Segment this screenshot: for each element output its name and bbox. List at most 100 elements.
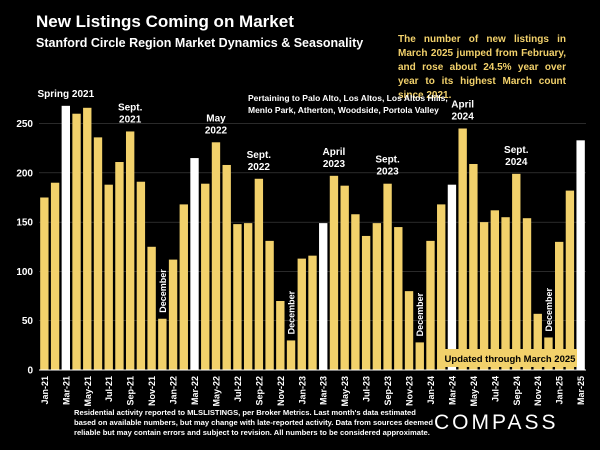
bar [404,291,414,370]
x-tick-label: Jul-22 [233,376,243,402]
y-tick-label: 100 [16,267,33,278]
x-tick-label: Jan-22 [169,376,179,405]
bar [233,224,242,370]
bar [125,131,135,370]
x-tick-label: Mar-22 [190,376,200,405]
x-tick-label: May-22 [211,376,221,407]
bar [340,185,349,370]
bar [565,190,575,370]
peak-label: 2021 [119,114,142,125]
x-tick-label: Jul-24 [490,376,500,402]
y-tick-label: 0 [27,366,33,377]
bar [147,246,156,370]
bar [297,258,306,370]
bar [265,240,274,370]
region-note: Pertaining to Palo Alto, Los Altos, Los … [248,93,448,115]
bar [372,223,382,370]
bar [61,105,70,370]
peak-label: Spring 2021 [37,89,94,100]
bar [243,223,253,370]
bar [351,214,360,370]
bar [83,107,92,371]
bar [211,142,221,370]
x-tick-label: Jul-21 [104,376,114,402]
y-axis: 0 50 100 150 200 250 [16,119,33,376]
peak-label: April [323,147,346,158]
bar [394,227,403,370]
compass-logo: COMPASS [434,411,559,434]
x-tick-label: Mar-25 [576,376,586,405]
x-tick-label: Nov-22 [276,376,286,406]
x-tick-label: May-23 [340,376,350,407]
region-note-line: Pertaining to Palo Alto, Los Altos, Los … [248,93,448,103]
bar [415,342,424,370]
bar [286,340,296,370]
y-tick-label: 150 [16,218,33,229]
bar [276,301,285,370]
x-tick-label: Sep-22 [254,376,264,406]
bar [533,313,542,370]
bar [201,183,210,370]
bar [458,128,467,370]
badge-text: Updated through March 2025 [445,354,577,365]
peak-label: Sept. [247,150,272,161]
x-tick-label: Jan-25 [555,376,565,405]
bars [40,105,585,371]
bar [447,184,457,370]
bar [40,197,49,370]
peak-label: 2024 [505,157,528,168]
region-note-line: Menlo Park, Atherton, Woodside, Portola … [248,105,439,115]
peak-label: 2022 [248,162,271,173]
bar [222,164,231,370]
x-tick-label: Sep-24 [512,376,522,406]
bar [72,113,81,370]
bar [158,318,167,370]
bar [555,241,564,370]
x-tick-label: Mar-21 [61,376,71,405]
peak-label: May [206,113,226,124]
callout-text: The number of new listings in March 2025… [398,34,566,101]
x-tick-label: Jul-23 [362,376,372,402]
x-tick-label: Mar-23 [319,376,329,405]
bar [512,173,521,370]
peak-label: Sept. [375,155,400,166]
x-tick-label: Sep-23 [383,376,393,406]
bar [501,217,510,370]
x-tick-label: Jan-24 [426,376,436,405]
bar [479,222,489,370]
december-label: December [158,269,168,313]
y-tick-label: 250 [16,119,33,130]
peak-label: Sept. [504,145,529,156]
bar [93,137,103,370]
x-tick-label: Sep-21 [126,376,136,406]
bar [319,223,328,370]
december-label: December [287,290,297,334]
peak-label: 2023 [376,167,399,178]
bar [383,183,392,370]
badge-background [443,349,577,367]
x-tick-label: Nov-21 [147,376,157,406]
x-tick-label: May-21 [83,376,93,407]
bar [522,218,532,370]
x-tick-label: Nov-23 [405,376,415,406]
bar [50,182,60,370]
bar [168,259,178,370]
bar [361,235,371,370]
bar [308,255,317,370]
bar [104,184,113,370]
bar [329,175,339,370]
bar [576,140,585,370]
footnote: Residential activity reported to MLSLIST… [74,408,433,437]
peak-label: 2022 [205,125,228,136]
peak-label: 2023 [323,159,346,170]
peak-label: Sept. [118,102,143,113]
chart-subtitle: Stanford Circle Region Market Dynamics &… [36,36,364,50]
chart-title: New Listings Coming on Market [36,12,294,31]
x-axis: Jan-21 Mar-21 May-21 Jul-21 Sep-21 Nov-21 Jan-… [39,369,586,407]
x-tick-label: Jan-23 [297,376,307,405]
y-tick-label: 50 [22,316,34,327]
y-tick-label: 200 [16,168,33,179]
x-tick-label: Jan-21 [40,376,50,405]
